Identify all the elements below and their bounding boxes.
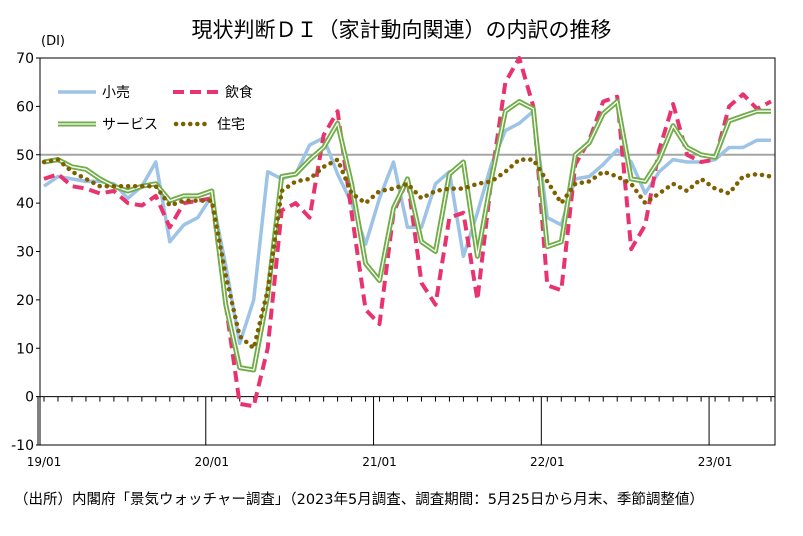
- series-line-outer: [43, 99, 771, 373]
- axis-layer: -10 0 10 20 30 40 50 60 70 (DI) 19/01 20/01 21/01 22/…: [11, 34, 776, 469]
- source-note: （出所）内閣府「景気ウォッチャー調査」（2023年5月調査、調査期間：5月25日…: [14, 492, 704, 508]
- y-tick-label: 10: [16, 341, 34, 357]
- y-tick-label: 50: [16, 148, 34, 164]
- y-tick-label: -10: [11, 438, 34, 454]
- series-line: [43, 109, 771, 346]
- y-tick-label: 0: [25, 390, 34, 406]
- y-tick-label: 70: [16, 51, 34, 67]
- x-tick-label: 19/01: [27, 455, 62, 469]
- legend-label: 飲食: [225, 84, 253, 101]
- chart-title: 現状判断ＤＩ（家計動向関連）の内訳の推移: [191, 18, 612, 42]
- series-line-inner: [43, 100, 771, 371]
- y-tick-label: 30: [16, 245, 34, 261]
- series-line: [43, 56, 772, 409]
- series-1: [43, 109, 771, 346]
- x-tick-label: 23/01: [698, 455, 733, 469]
- legend-item-2: 飲食: [173, 84, 253, 101]
- x-tick-label: 21/01: [362, 455, 397, 469]
- y-tick-label: 60: [16, 99, 34, 115]
- y-unit-label: (DI): [41, 34, 65, 49]
- series-line: [41, 156, 774, 353]
- series-2: [43, 56, 772, 409]
- legend-item-3: サービス: [58, 117, 158, 133]
- series-4: [41, 156, 774, 353]
- legend-label: 小売: [102, 85, 130, 101]
- y-tick-label: 20: [16, 293, 34, 309]
- legend-item-4: 住宅: [173, 117, 245, 133]
- legend-label: サービス: [102, 117, 158, 133]
- legend-item-1: 小売: [58, 85, 130, 101]
- x-tick-label: 20/01: [194, 455, 229, 469]
- series-3: [43, 99, 771, 373]
- y-tick-label: 40: [16, 196, 34, 212]
- series-layer: [41, 56, 774, 409]
- x-tick-label: 22/01: [530, 455, 565, 469]
- legend-label: 住宅: [217, 117, 245, 133]
